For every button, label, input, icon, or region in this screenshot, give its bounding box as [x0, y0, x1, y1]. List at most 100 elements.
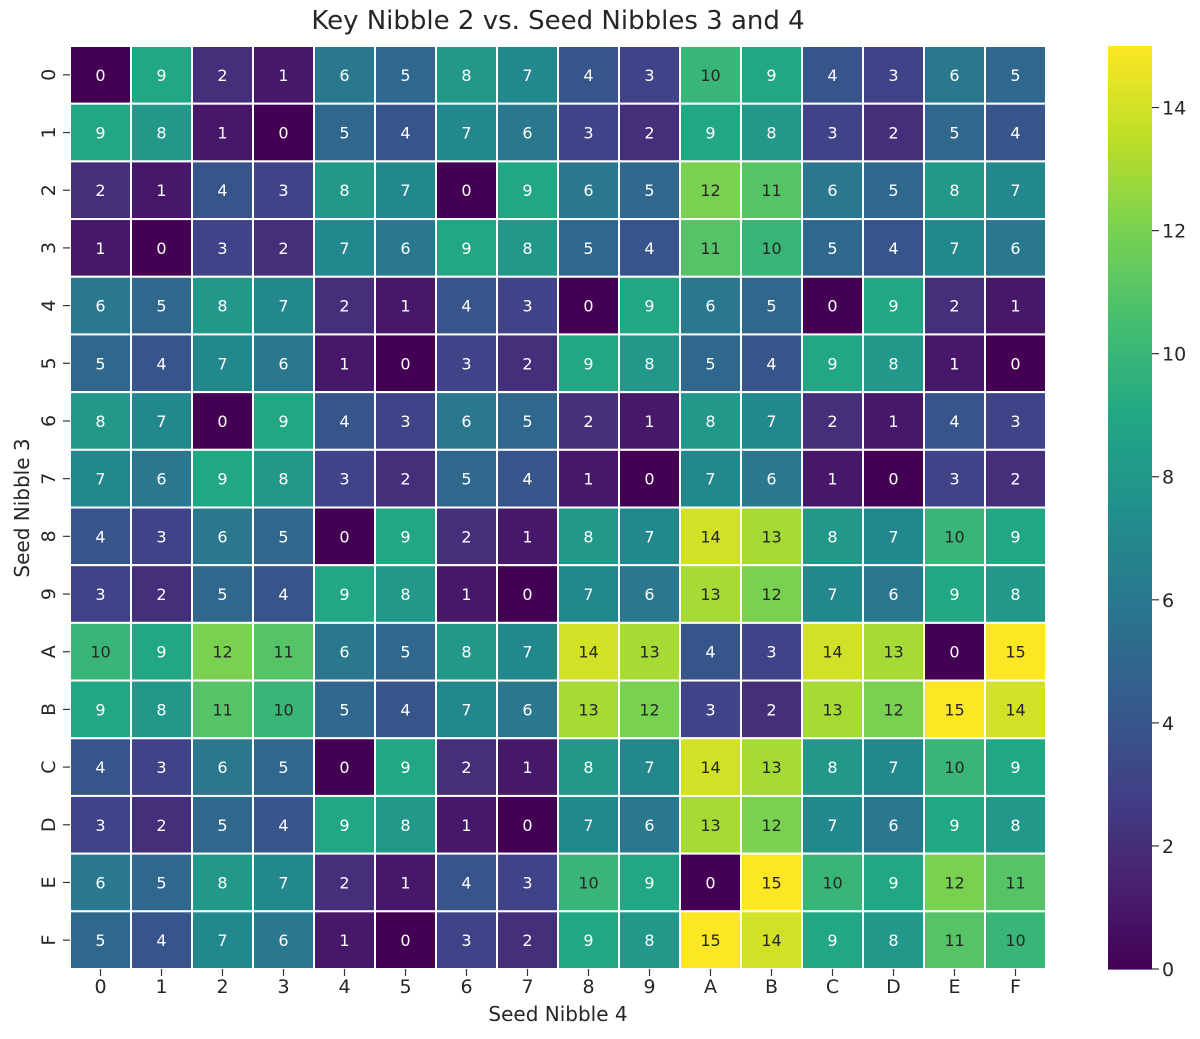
colorbar-segment: [1108, 378, 1152, 384]
cell-value-label: 5: [644, 181, 654, 200]
heatmap-cell: [618, 852, 681, 913]
cell-value-label: 11: [700, 239, 720, 258]
cell-value-label: 15: [1005, 643, 1025, 662]
colorbar-segment: [1108, 599, 1152, 606]
heatmap-cell: [679, 160, 742, 221]
cell-value-label: 11: [212, 700, 232, 719]
cell-value-label: 10: [944, 758, 964, 777]
heatmap-cell: [862, 737, 925, 797]
y-tick-label: 7: [38, 473, 60, 485]
cell-value-label: 2: [400, 470, 410, 489]
heatmap-cell: [740, 794, 803, 855]
y-tick-label: 6: [38, 415, 60, 427]
colorbar-segment: [1108, 165, 1152, 172]
colorbar-segment: [1108, 669, 1152, 675]
x-tick-label: C: [826, 976, 839, 998]
cell-value-label: 4: [461, 873, 471, 892]
cell-value-label: 4: [461, 297, 471, 316]
colorbar-segment: [1108, 202, 1152, 209]
colorbar-segment: [1108, 285, 1152, 292]
cell-value-label: 13: [578, 700, 598, 719]
colorbar-segment: [1108, 156, 1152, 162]
colorbar-segment: [1108, 429, 1152, 435]
heatmap-cell: [862, 448, 925, 509]
cell-value-label: 14: [1005, 700, 1025, 719]
cell-value-label: 2: [583, 412, 593, 431]
colorbar-segment: [1108, 147, 1152, 153]
colorbar-segment: [1108, 184, 1152, 190]
cell-value-label: 5: [156, 873, 166, 892]
y-tick-label: E: [38, 876, 60, 888]
cell-value-label: 11: [273, 643, 293, 662]
x-tick-label: 7: [521, 976, 533, 998]
cell-value-label: 7: [522, 66, 532, 85]
cell-value-label: 1: [461, 585, 471, 604]
x-tick-label: 9: [643, 976, 655, 998]
cell-value-label: 0: [400, 931, 410, 950]
colorbar-segment: [1108, 415, 1152, 421]
cell-value-label: 6: [522, 124, 532, 143]
colorbar-tick-label: 2: [1162, 836, 1174, 858]
heatmap-cell: [679, 218, 742, 278]
colorbar-tick-label: 4: [1162, 713, 1174, 735]
heatmap-cell: [557, 564, 620, 624]
cell-value-label: 2: [156, 585, 166, 604]
heatmap-cell: [923, 564, 986, 624]
cell-value-label: 1: [1010, 297, 1020, 316]
colorbar-segment: [1108, 830, 1152, 836]
cell-value-label: 10: [578, 873, 598, 892]
heatmap-cell: [557, 160, 620, 221]
heatmap-cell: [923, 45, 986, 105]
colorbar-segment: [1108, 812, 1152, 818]
cell-value-label: 1: [339, 354, 349, 373]
heatmap-cell: [618, 45, 681, 105]
x-axis-label: Seed Nibble 4: [488, 1002, 628, 1026]
heatmap-cell: [862, 275, 925, 336]
colorbar-segment: [1108, 101, 1152, 107]
cell-value-label: 4: [339, 412, 349, 431]
cell-value-label: 13: [883, 643, 903, 662]
cell-value-label: 8: [461, 66, 471, 85]
colorbar-segment: [1108, 73, 1152, 79]
colorbar-segment: [1108, 258, 1152, 264]
y-tick-label: F: [38, 935, 60, 946]
cell-value-label: 9: [827, 931, 837, 950]
cell-value-label: 0: [1010, 354, 1020, 373]
heatmap-cell: [862, 45, 925, 105]
colorbar-segment: [1108, 221, 1152, 227]
cell-value-label: 1: [461, 816, 471, 835]
chart-title: Key Nibble 2 vs. Seed Nibbles 3 and 4: [311, 6, 805, 36]
cell-value-label: 8: [888, 354, 898, 373]
colorbar-segment: [1108, 876, 1152, 882]
colorbar-segment: [1108, 198, 1152, 204]
cell-value-label: 15: [700, 931, 720, 950]
colorbar-segment: [1108, 632, 1152, 638]
cell-value-label: 4: [583, 66, 593, 85]
cell-value-label: 7: [949, 239, 959, 258]
x-tick-label: E: [948, 976, 960, 998]
heatmap-cell: [923, 218, 986, 278]
heatmap-cell: [496, 794, 559, 855]
x-tick-label: 4: [338, 976, 350, 998]
colorbar-segment: [1108, 59, 1152, 66]
colorbar-segment: [1108, 216, 1152, 222]
heatmap-cell: [191, 852, 254, 913]
cell-value-label: 0: [339, 758, 349, 777]
colorbar-segment: [1108, 50, 1152, 56]
heatmap-cells: 0 9 2 1 6 5 8 7 4 3 10 9 4 3 6 59 8 1 0 5 4 7 6 3 2 9 8 3 2 5 42 1 4 3 8 7 0…: [69, 45, 1047, 970]
heatmap-cell: [252, 275, 315, 336]
cell-value-label: 6: [217, 527, 227, 546]
colorbar-segment: [1108, 793, 1152, 799]
cell-value-label: 2: [766, 700, 776, 719]
heatmap-cell: [435, 852, 498, 913]
cell-value-label: 4: [95, 758, 105, 777]
cell-value-label: 0: [827, 297, 837, 316]
heatmap-cell: [679, 910, 742, 970]
cell-value-label: 6: [217, 758, 227, 777]
cell-value-label: 8: [827, 758, 837, 777]
heatmap-cell: [69, 102, 132, 163]
cell-value-label: 6: [278, 354, 288, 373]
cell-value-label: 2: [278, 239, 288, 258]
cell-value-label: 12: [700, 181, 720, 200]
